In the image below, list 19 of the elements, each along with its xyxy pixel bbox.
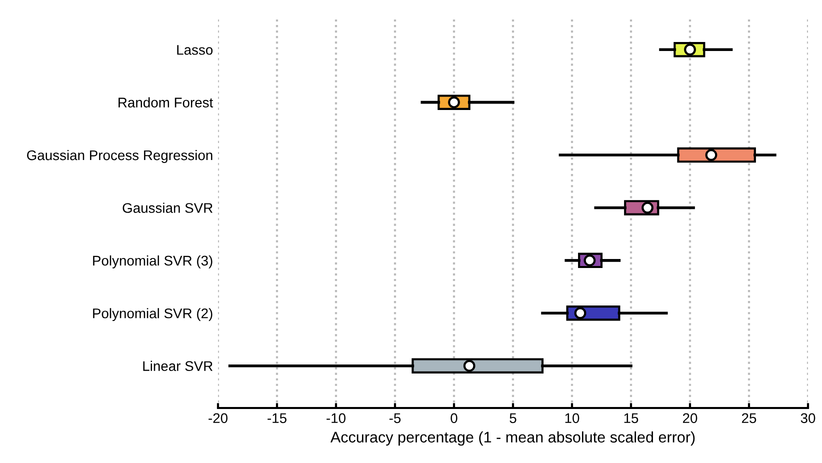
x-tick-label: 5	[510, 413, 516, 424]
x-tick-label: -20	[208, 413, 228, 424]
y-tick-label: Polynomial SVR (2)	[93, 308, 212, 322]
x-tick-label: -15	[268, 413, 286, 424]
x-tick-label: -10	[326, 413, 346, 424]
x-axis-title: Accuracy percentage (1 - mean absolute scaled error)	[330, 431, 695, 446]
y-tick-label: Polynomial SVR (3)	[93, 255, 212, 268]
x-tick-label: 20	[682, 413, 698, 424]
y-tick-label: Gaussian SVR	[122, 202, 212, 213]
y-tick-label: Linear SVR	[143, 360, 212, 372]
x-tick-label: 30	[800, 413, 816, 424]
x-tick-label: 15	[624, 413, 638, 424]
x-tick-label: 10	[565, 413, 580, 424]
y-tick-label: Gaussian Process Regression	[27, 150, 212, 163]
x-tick-label: 25	[742, 413, 756, 424]
x-tick-label: 0	[450, 413, 458, 424]
x-tick-label: -5	[389, 413, 401, 424]
y-tick-label: Lasso	[177, 45, 213, 55]
y-tick-label: Random Forest	[118, 97, 214, 108]
